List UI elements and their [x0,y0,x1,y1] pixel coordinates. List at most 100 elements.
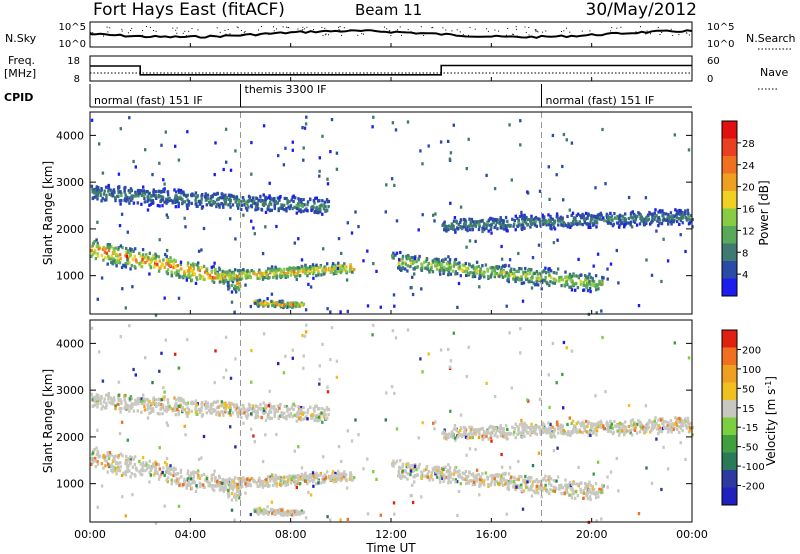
power-cell [629,220,633,224]
power-cell [204,195,208,199]
power-cell [490,231,493,235]
power-cell [477,223,480,227]
power-cell [535,276,538,280]
velocity-cell [588,490,591,494]
power-cell [163,265,166,269]
power-cell [555,212,559,216]
velocity-cell [420,470,423,474]
velocity-cell [150,465,154,469]
velocity-cell [591,484,594,488]
velocity-cell [195,412,198,416]
power-cell [242,268,245,272]
power-cell [335,151,339,155]
power-cell [441,268,444,272]
power-cell [316,210,320,214]
power-cell [425,259,428,263]
velocity-cell [297,477,300,482]
power-cell [107,183,110,188]
velocity-cell [454,438,457,442]
power-cell [141,261,145,265]
power-cell [580,216,583,220]
power-cell [471,264,475,268]
velocity-cell [676,427,679,432]
power-cell [167,263,171,267]
velocity-cell [611,426,614,430]
power-cell [653,211,656,215]
velocity-cell [490,481,493,485]
power-cell [631,210,634,214]
power-cell [324,266,327,270]
power-cell [237,274,240,278]
nsearch-dot [650,33,651,35]
power-cell [329,310,332,314]
power-cell [546,281,549,285]
velocity-cell [321,412,325,416]
velocity-cell [100,407,103,411]
velocity-cell [280,508,283,512]
power-cell [384,210,387,214]
velocity-cell [232,402,235,407]
velocity-cell [325,417,328,421]
velocity-cell [509,478,513,482]
velocity-cell [165,409,168,413]
power-cell [240,200,243,204]
nsearch-dot [524,26,526,28]
velocity-cell [208,409,211,413]
velocity-cell [452,427,456,431]
velocity-cell [212,410,215,414]
velocity-cell [468,432,471,436]
power-cell [126,260,129,264]
power-cell [279,303,282,307]
power-cell [235,282,239,286]
velocity-cell [579,481,582,485]
power-cell [520,213,523,217]
velocity-cell [166,480,169,484]
power-cell [486,224,489,228]
velocity-cell [183,479,186,483]
power-cell [106,262,109,266]
power-cell [304,266,308,271]
power-cell [265,269,268,273]
velocity-cell [486,430,489,434]
velocity-cell [629,428,633,432]
power-cell [175,273,178,277]
power-cell [129,189,132,193]
velocity-cell [290,406,293,410]
velocity-cell [657,418,660,422]
velocity-cell [399,458,402,463]
velocity-cell [242,406,246,410]
power-cell [130,188,133,192]
velocity-cell [199,485,202,489]
power-cell [106,254,110,258]
velocity-cell [490,479,494,483]
power-cell [192,262,195,266]
nsearch-dot [90,32,92,34]
velocity-cell [257,415,260,419]
nsearch-dot [121,28,123,30]
velocity-cell [241,479,244,483]
power-cell [564,275,567,279]
power-cell [318,169,321,173]
velocity-cell [94,465,98,469]
power-cell [267,196,270,200]
power-cell [530,217,534,221]
power-cell [337,237,341,241]
power-cell [277,154,280,158]
power-cell [213,200,216,205]
velocity-cell [96,396,99,400]
power-cell [178,275,181,279]
velocity-cell [177,404,181,408]
power-cell [304,271,308,275]
velocity-cell [214,476,217,480]
power-cell [235,195,238,199]
power-cell [113,249,116,253]
power-cell [530,268,533,272]
velocity-cell [581,431,584,435]
power-cell [601,275,604,279]
power-cell [443,224,446,228]
velocity-cell [124,461,127,465]
power-cell [452,264,456,268]
velocity-cell [95,446,98,450]
velocity-cell [572,491,575,495]
power-cell [490,271,494,275]
